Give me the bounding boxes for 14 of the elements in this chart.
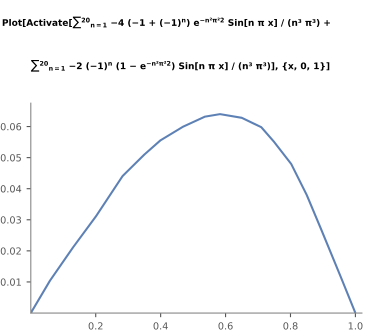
x-tick-label: 0.8 (283, 322, 298, 330)
y-tick-label: 0.01 (0, 278, 21, 286)
x-tick-label: 0.6 (218, 322, 233, 330)
text: Plot[Activate[∑$^{20}$$_{n=1}$ −4 (−1 + (−1)$^{n}$) e$^{−n²π²2}$ Sin[n π x] / (n³ π³) + (2, 16, 330, 28)
line-series (30, 113, 356, 314)
y-tick-label: 0.05 (0, 154, 21, 162)
text: ∑$^{20}$$_{n=1}$ −2 (−1)$^{n}$ (1 − e$^{−n²π²2}$) Sin[n π x] / (n³ π³)], {x, 0, 1}] (30, 60, 330, 72)
y-tick-label: 0.03 (0, 216, 21, 224)
y-tick-label: 0.04 (0, 185, 22, 193)
x-tick-label: 0.2 (88, 322, 102, 330)
y-tick-label: 0.06 (0, 123, 22, 130)
x-tick-label: 0.4 (154, 322, 168, 330)
x-tick-label: 1.0 (348, 322, 362, 330)
y-tick-label: 0.02 (0, 247, 21, 255)
